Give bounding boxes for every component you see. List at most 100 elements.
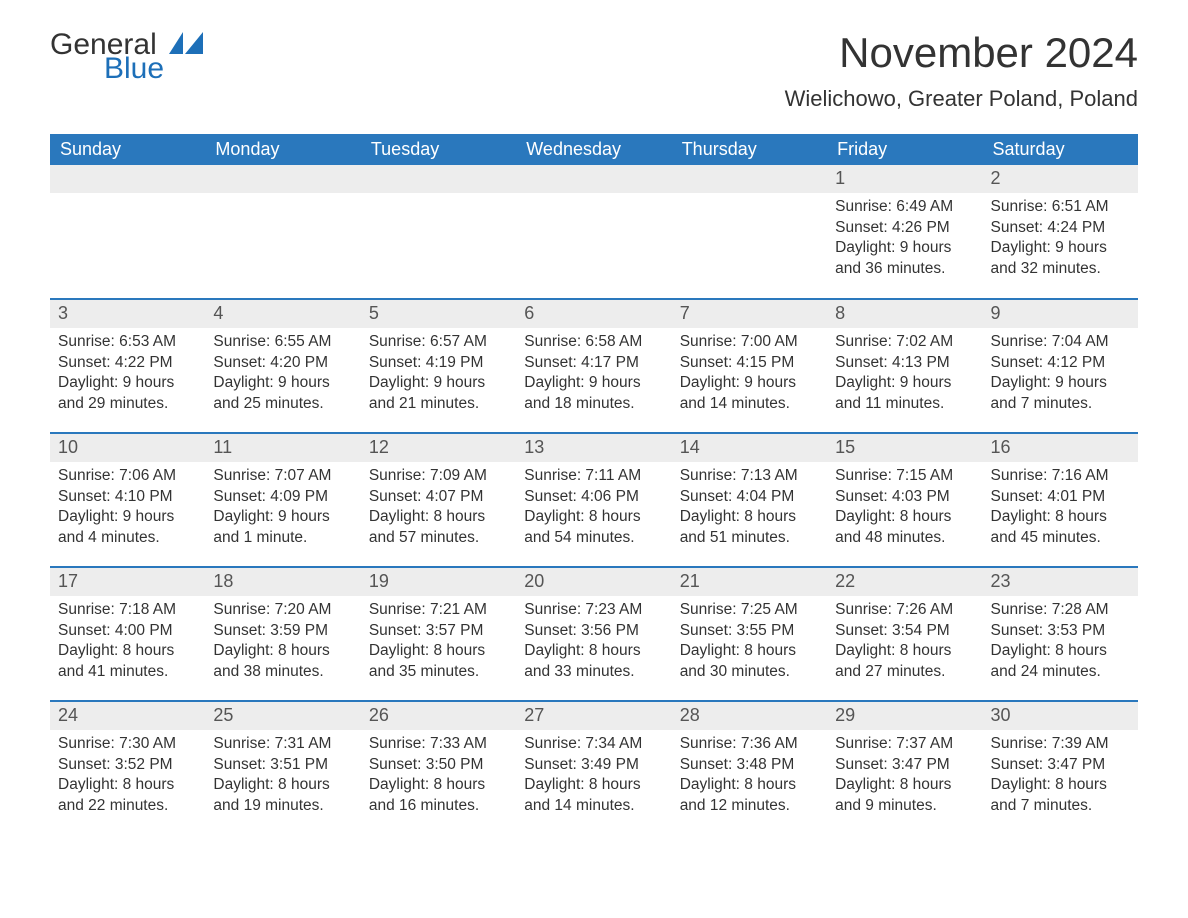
day-day1: Daylight: 8 hours	[58, 775, 197, 796]
calendar-day-cell: 10Sunrise: 7:06 AMSunset: 4:10 PMDayligh…	[50, 433, 205, 567]
day-details: Sunrise: 7:28 AMSunset: 3:53 PMDaylight:…	[983, 596, 1138, 690]
day-sunset: Sunset: 3:47 PM	[991, 755, 1130, 776]
calendar-day-cell	[205, 165, 360, 299]
day-sunrise: Sunrise: 7:20 AM	[213, 600, 352, 621]
day-sunset: Sunset: 3:48 PM	[680, 755, 819, 776]
day-number-bar	[361, 165, 516, 192]
day-day2: and 9 minutes.	[835, 796, 974, 817]
day-sunrise: Sunrise: 6:53 AM	[58, 332, 197, 353]
day-sunrise: Sunrise: 7:33 AM	[369, 734, 508, 755]
day-sunset: Sunset: 4:19 PM	[369, 353, 508, 374]
day-sunset: Sunset: 3:56 PM	[524, 621, 663, 642]
day-sunset: Sunset: 3:52 PM	[58, 755, 197, 776]
day-day2: and 12 minutes.	[680, 796, 819, 817]
calendar-day-cell: 3 Sunrise: 6:53 AMSunset: 4:22 PMDaylight…	[50, 299, 205, 433]
day-details: Sunrise: 7:06 AMSunset: 4:10 PMDaylight:…	[50, 462, 205, 556]
header: General Blue November 2024 Wielichowo, G…	[50, 30, 1138, 124]
day-day1: Daylight: 8 hours	[835, 641, 974, 662]
day-sunset: Sunset: 4:07 PM	[369, 487, 508, 508]
day-sunrise: Sunrise: 6:49 AM	[835, 197, 974, 218]
day-sunset: Sunset: 4:24 PM	[991, 218, 1130, 239]
day-number-bar: 5	[361, 300, 516, 327]
calendar-day-cell: 26Sunrise: 7:33 AMSunset: 3:50 PMDayligh…	[361, 701, 516, 835]
day-day1: Daylight: 8 hours	[524, 641, 663, 662]
day-day1: Daylight: 9 hours	[680, 373, 819, 394]
weekday-header: Monday	[205, 134, 360, 165]
day-number-bar: 6	[516, 300, 671, 327]
day-day1: Daylight: 8 hours	[213, 775, 352, 796]
day-details: Sunrise: 7:34 AMSunset: 3:49 PMDaylight:…	[516, 730, 671, 824]
day-day1: Daylight: 8 hours	[835, 507, 974, 528]
day-number-bar: 26	[361, 702, 516, 729]
day-sunrise: Sunrise: 6:55 AM	[213, 332, 352, 353]
day-details: Sunrise: 7:20 AMSunset: 3:59 PMDaylight:…	[205, 596, 360, 690]
day-sunset: Sunset: 3:57 PM	[369, 621, 508, 642]
day-number-bar: 28	[672, 702, 827, 729]
calendar-day-cell: 24Sunrise: 7:30 AMSunset: 3:52 PMDayligh…	[50, 701, 205, 835]
day-sunrise: Sunrise: 7:25 AM	[680, 600, 819, 621]
calendar-day-cell	[672, 165, 827, 299]
day-day1: Daylight: 8 hours	[991, 507, 1130, 528]
day-day1: Daylight: 9 hours	[524, 373, 663, 394]
calendar-day-cell: 12Sunrise: 7:09 AMSunset: 4:07 PMDayligh…	[361, 433, 516, 567]
day-day2: and 29 minutes.	[58, 394, 197, 415]
calendar-day-cell: 1Sunrise: 6:49 AMSunset: 4:26 PMDaylight…	[827, 165, 982, 299]
day-sunset: Sunset: 3:51 PM	[213, 755, 352, 776]
day-sunset: Sunset: 3:49 PM	[524, 755, 663, 776]
calendar-day-cell: 17Sunrise: 7:18 AMSunset: 4:00 PMDayligh…	[50, 567, 205, 701]
weekday-header: Thursday	[672, 134, 827, 165]
day-day2: and 33 minutes.	[524, 662, 663, 683]
day-day1: Daylight: 9 hours	[213, 373, 352, 394]
day-sunrise: Sunrise: 7:00 AM	[680, 332, 819, 353]
day-details: Sunrise: 7:04 AMSunset: 4:12 PMDaylight:…	[983, 328, 1138, 422]
calendar-day-cell: 28Sunrise: 7:36 AMSunset: 3:48 PMDayligh…	[672, 701, 827, 835]
calendar-day-cell: 20Sunrise: 7:23 AMSunset: 3:56 PMDayligh…	[516, 567, 671, 701]
day-day2: and 19 minutes.	[213, 796, 352, 817]
day-day1: Daylight: 9 hours	[991, 238, 1130, 259]
day-sunset: Sunset: 3:55 PM	[680, 621, 819, 642]
calendar-day-cell: 7Sunrise: 7:00 AMSunset: 4:15 PMDaylight…	[672, 299, 827, 433]
day-number-bar: 3	[50, 300, 205, 327]
day-number-bar: 15	[827, 434, 982, 461]
day-details: Sunrise: 7:00 AMSunset: 4:15 PMDaylight:…	[672, 328, 827, 422]
day-sunset: Sunset: 4:20 PM	[213, 353, 352, 374]
day-day2: and 54 minutes.	[524, 528, 663, 549]
day-number-bar: 19	[361, 568, 516, 595]
day-sunrise: Sunrise: 7:36 AM	[680, 734, 819, 755]
day-sunrise: Sunrise: 7:37 AM	[835, 734, 974, 755]
calendar-week-row: 1Sunrise: 6:49 AMSunset: 4:26 PMDaylight…	[50, 165, 1138, 299]
day-details: Sunrise: 7:36 AMSunset: 3:48 PMDaylight:…	[672, 730, 827, 824]
day-day1: Daylight: 9 hours	[58, 373, 197, 394]
calendar-day-cell: 30Sunrise: 7:39 AMSunset: 3:47 PMDayligh…	[983, 701, 1138, 835]
day-day1: Daylight: 8 hours	[680, 641, 819, 662]
day-number-bar: 11	[205, 434, 360, 461]
day-details: Sunrise: 7:39 AMSunset: 3:47 PMDaylight:…	[983, 730, 1138, 824]
weekday-header: Sunday	[50, 134, 205, 165]
day-day2: and 24 minutes.	[991, 662, 1130, 683]
day-day2: and 57 minutes.	[369, 528, 508, 549]
calendar-day-cell: 15Sunrise: 7:15 AMSunset: 4:03 PMDayligh…	[827, 433, 982, 567]
day-day2: and 27 minutes.	[835, 662, 974, 683]
calendar-day-cell: 4Sunrise: 6:55 AMSunset: 4:20 PMDaylight…	[205, 299, 360, 433]
day-sunrise: Sunrise: 7:07 AM	[213, 466, 352, 487]
day-sunset: Sunset: 4:01 PM	[991, 487, 1130, 508]
day-sunset: Sunset: 4:13 PM	[835, 353, 974, 374]
day-sunrise: Sunrise: 7:02 AM	[835, 332, 974, 353]
day-sunset: Sunset: 3:47 PM	[835, 755, 974, 776]
day-details: Sunrise: 6:49 AMSunset: 4:26 PMDaylight:…	[827, 193, 982, 287]
day-day1: Daylight: 8 hours	[680, 775, 819, 796]
calendar-body: 1Sunrise: 6:49 AMSunset: 4:26 PMDaylight…	[50, 165, 1138, 835]
calendar-day-cell: 6Sunrise: 6:58 AMSunset: 4:17 PMDaylight…	[516, 299, 671, 433]
day-day2: and 14 minutes.	[680, 394, 819, 415]
day-sunset: Sunset: 4:22 PM	[58, 353, 197, 374]
day-day2: and 35 minutes.	[369, 662, 508, 683]
day-day2: and 32 minutes.	[991, 259, 1130, 280]
calendar-day-cell: 16Sunrise: 7:16 AMSunset: 4:01 PMDayligh…	[983, 433, 1138, 567]
calendar-day-cell	[361, 165, 516, 299]
day-day2: and 22 minutes.	[58, 796, 197, 817]
day-day1: Daylight: 8 hours	[680, 507, 819, 528]
day-day2: and 36 minutes.	[835, 259, 974, 280]
day-day1: Daylight: 8 hours	[991, 775, 1130, 796]
day-details: Sunrise: 7:33 AMSunset: 3:50 PMDaylight:…	[361, 730, 516, 824]
day-details: Sunrise: 7:23 AMSunset: 3:56 PMDaylight:…	[516, 596, 671, 690]
